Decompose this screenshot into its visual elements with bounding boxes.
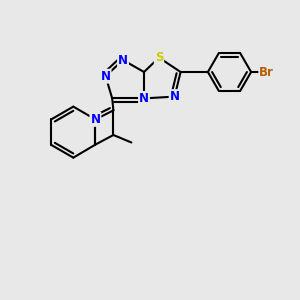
- Text: Br: Br: [259, 65, 274, 79]
- Text: N: N: [118, 53, 128, 67]
- Text: N: N: [169, 90, 180, 103]
- Text: N: N: [139, 92, 149, 105]
- Text: N: N: [90, 113, 100, 126]
- Text: S: S: [155, 51, 163, 64]
- Text: N: N: [100, 70, 111, 83]
